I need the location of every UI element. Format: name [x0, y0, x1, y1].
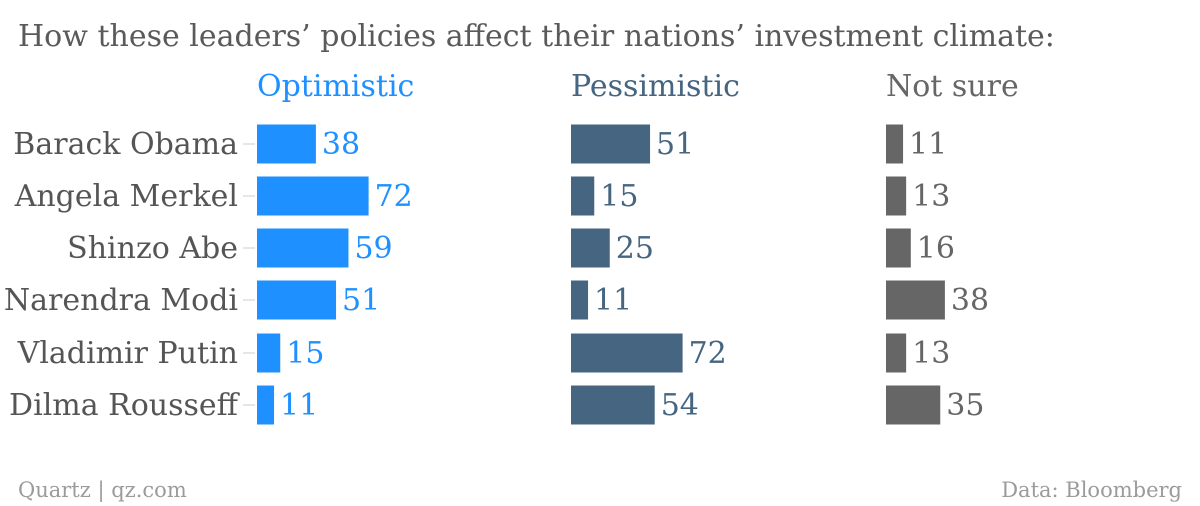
bar: [886, 228, 911, 268]
bar: [886, 176, 907, 216]
row-label: Shinzo Abe: [67, 231, 238, 266]
chart-title: How these leaders’ policies affect their…: [18, 19, 1055, 54]
source-credit: Quartz | qz.com: [18, 478, 187, 503]
series-title: Optimistic: [257, 69, 414, 104]
bar: [886, 124, 904, 164]
data-label: 51: [656, 127, 694, 162]
series-title: Pessimistic: [571, 69, 740, 104]
data-label: 16: [917, 231, 955, 266]
bar: [571, 124, 651, 164]
bar: [257, 385, 275, 425]
row-labels: Barack Obama Angela Merkel Shinzo Abe Naren…: [4, 127, 255, 423]
data-label: 59: [354, 231, 392, 266]
data-label: 13: [912, 179, 950, 214]
data-label: 38: [322, 127, 360, 162]
data-label: 11: [594, 283, 632, 318]
data-label: 72: [689, 336, 727, 371]
row-label: Angela Merkel: [14, 179, 238, 214]
bar: [571, 228, 610, 268]
data-label: 38: [951, 283, 989, 318]
row-label: Narendra Modi: [4, 283, 238, 318]
bar: [571, 385, 655, 425]
bar: [886, 333, 907, 373]
row-label: Vladimir Putin: [17, 336, 238, 371]
bar: [886, 280, 945, 320]
row-label: Barack Obama: [13, 127, 238, 162]
row-label: Dilma Rousseff: [9, 388, 241, 423]
bar: [257, 228, 349, 268]
panel-pessimistic: Pessimistic 51 15 25 11 72 54: [571, 69, 740, 425]
data-label: 11: [909, 127, 947, 162]
data-label: 15: [600, 179, 638, 214]
data-label: 51: [342, 283, 380, 318]
data-label: 25: [616, 231, 654, 266]
data-label: 15: [286, 336, 324, 371]
data-label: 13: [912, 336, 950, 371]
bar: [257, 124, 316, 164]
bar: [886, 385, 941, 425]
panel-optimistic: Optimistic 38 72 59 51 15 11: [257, 69, 414, 425]
data-source: Data: Bloomberg: [1001, 478, 1182, 502]
series-title: Not sure: [886, 69, 1019, 104]
bar: [257, 280, 337, 320]
bar: [571, 176, 595, 216]
chart-panels: Optimistic 38 72 59 51 15 11 Pessimistic 51 15 25 1…: [257, 69, 1019, 425]
data-label: 11: [280, 388, 318, 423]
bar: [571, 333, 683, 373]
bar: [257, 333, 281, 373]
data-label: 72: [375, 179, 413, 214]
data-label: 35: [946, 388, 984, 423]
data-label: 54: [661, 388, 699, 423]
bar: [257, 176, 369, 216]
bar: [571, 280, 589, 320]
